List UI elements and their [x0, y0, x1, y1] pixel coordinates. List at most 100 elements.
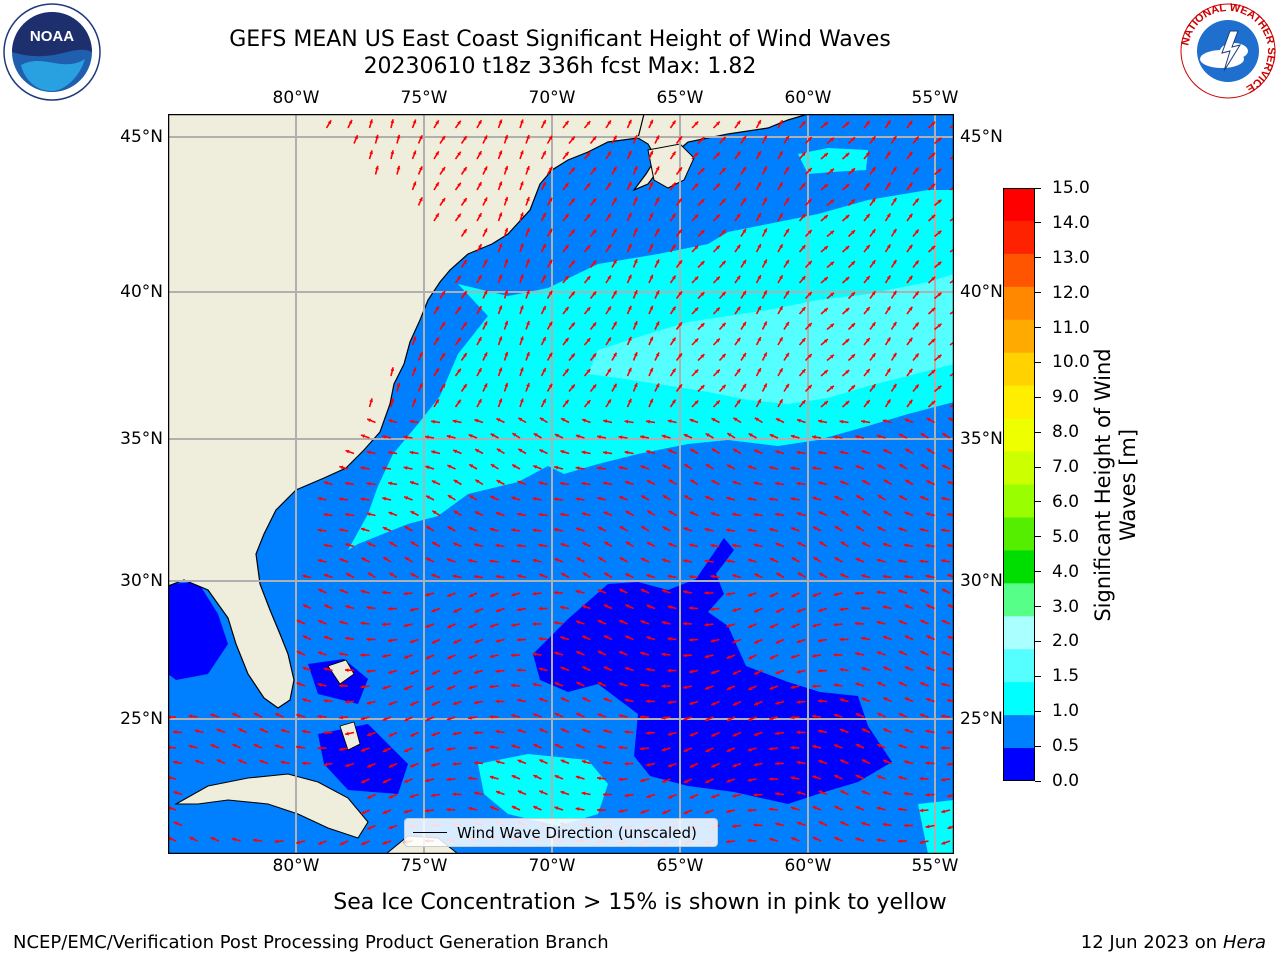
lon-tick-label-top: 65°W: [656, 88, 704, 108]
wind-wave-arrowhead: [582, 697, 587, 701]
wind-wave-arrowhead: [483, 290, 488, 295]
wind-wave-arrowhead: [840, 573, 845, 578]
wind-wave-arrowhead: [495, 760, 500, 764]
wind-wave-arrowhead: [603, 511, 608, 516]
wind-wave-arrowhead: [689, 669, 693, 674]
wind-wave-arrowhead: [700, 137, 705, 141]
wind-wave-arrowhead: [700, 323, 705, 327]
wind-wave-arrowhead: [603, 760, 607, 765]
wind-wave-arrowhead: [210, 744, 215, 748]
colorbar-segment: [1003, 484, 1035, 518]
wind-wave-arrowhead: [678, 167, 682, 172]
wind-wave-arrowhead: [517, 543, 521, 548]
wind-wave-arrowhead: [667, 636, 672, 641]
colorbar-tick-label: 4.0: [1052, 561, 1080, 582]
wind-wave-arrowhead: [683, 748, 688, 752]
wind-wave-arrowhead: [188, 714, 193, 719]
colorbar-tick-mark: [1035, 187, 1041, 189]
wind-wave-arrowhead: [539, 417, 544, 422]
wind-wave-arrowhead: [498, 336, 503, 341]
wind-wave-arrowhead: [511, 592, 516, 597]
wind-wave-arrowhead: [575, 620, 580, 625]
wind-wave-arrowhead: [452, 701, 457, 706]
wind-wave-arrowhead: [296, 713, 301, 718]
wind-wave-arrowhead: [700, 230, 705, 234]
wind-wave-arrowhead: [829, 323, 834, 328]
wind-wave-arrowhead: [678, 260, 682, 265]
wind-wave-arrowhead: [619, 526, 624, 530]
wind-wave-arrowhead: [296, 682, 301, 686]
wind-wave-arrowhead: [302, 635, 307, 640]
wind-wave-arrowhead: [775, 450, 780, 454]
wind-wave-arrowhead: [812, 653, 816, 658]
wind-wave-arrowhead: [375, 134, 379, 139]
colorbar-tick-label: 0.0: [1052, 771, 1080, 791]
wind-wave-arrowhead: [818, 699, 822, 703]
colorbar-tick-label: 10.0: [1052, 352, 1090, 373]
wind-wave-arrowhead: [463, 322, 467, 327]
wind-wave-arrowhead: [498, 212, 503, 217]
wind-wave-arrowhead: [711, 794, 716, 799]
wind-wave-arrowhead: [495, 638, 500, 643]
wind-wave-arrowhead: [435, 182, 439, 187]
wind-wave-arrowhead: [539, 759, 544, 763]
wind-wave-arrowhead: [919, 713, 924, 718]
wind-wave-arrowhead: [483, 352, 488, 357]
wind-wave-arrowhead: [829, 168, 834, 173]
wind-wave-arrowhead: [532, 682, 537, 687]
wind-wave-arrowhead: [886, 213, 891, 218]
wind-wave-arrowhead: [898, 744, 903, 749]
wind-wave-arrowhead: [618, 435, 623, 440]
wind-wave-arrowhead: [914, 167, 919, 172]
wind-wave-arrowhead: [560, 605, 564, 610]
wind-wave-arrowhead: [877, 712, 882, 717]
wind-wave-arrowhead: [779, 368, 783, 373]
wind-wave-arrowhead: [694, 245, 699, 250]
wind-wave-arrowhead: [947, 730, 951, 735]
wind-wave-arrowhead: [339, 652, 343, 656]
wind-wave-arrowhead: [790, 806, 795, 811]
wind-wave-arrowhead: [914, 353, 919, 358]
wind-wave-arrowhead: [382, 779, 387, 784]
wind-wave-arrowhead: [871, 167, 876, 172]
wind-wave-arrowhead: [833, 713, 838, 718]
nws-logo: NATIONAL WEATHER SERVICE: [1179, 2, 1277, 99]
wind-wave-arrowhead: [790, 654, 795, 659]
wind-wave-arrowhead: [586, 369, 591, 374]
wave-height-map: [168, 114, 954, 854]
wind-wave-arrowhead: [763, 290, 767, 295]
wind-wave-arrowhead: [360, 527, 365, 532]
wind-wave-arrowhead: [474, 543, 479, 547]
wind-wave-arrowhead: [425, 624, 430, 628]
wind-wave-arrowhead: [851, 261, 855, 266]
wind-wave-arrowhead: [742, 321, 746, 326]
wind-wave-arrowhead: [779, 182, 783, 187]
wind-wave-arrowhead: [689, 764, 694, 768]
wind-wave-arrowhead: [633, 197, 638, 202]
wind-wave-arrowhead: [862, 480, 867, 484]
wind-wave-arrowhead: [446, 434, 451, 439]
wind-wave-arrowhead: [736, 399, 741, 404]
wind-wave-arrowhead: [495, 699, 500, 704]
wind-wave-arrowhead: [453, 479, 458, 484]
wind-wave-arrowhead: [468, 593, 473, 598]
wind-wave-arrowhead: [554, 775, 559, 779]
wind-wave-arrowhead: [628, 150, 632, 155]
wind-wave-arrowhead: [769, 624, 774, 629]
wind-wave-arrowhead: [851, 385, 855, 390]
wind-wave-arrowhead: [726, 623, 731, 628]
wind-wave-arrowhead: [823, 277, 828, 281]
wind-wave-arrowhead: [763, 197, 767, 202]
wind-wave-arrowhead: [861, 728, 866, 732]
wind-wave-arrowhead: [845, 214, 850, 219]
colorbar-segment: [1003, 682, 1035, 716]
wind-wave-arrowhead: [296, 651, 301, 655]
wind-wave-arrowhead: [619, 619, 624, 624]
wind-wave-arrowhead: [947, 604, 952, 609]
wind-wave-arrowhead: [625, 604, 630, 608]
wind-wave-arrowhead: [779, 213, 783, 218]
wind-wave-arrowhead: [876, 806, 881, 811]
wind-wave-arrowhead: [474, 730, 478, 735]
wind-wave-arrowhead: [607, 275, 611, 280]
wind-wave-arrowhead: [410, 541, 415, 546]
